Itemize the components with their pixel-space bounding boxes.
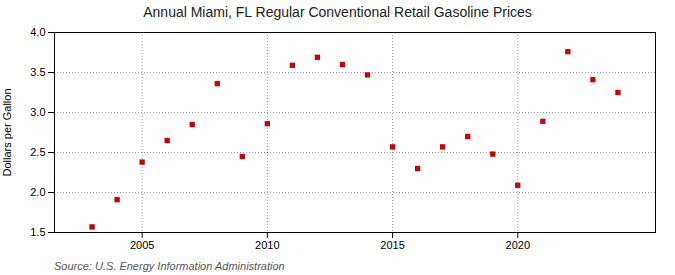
svg-text:2.5: 2.5 — [30, 146, 45, 158]
svg-text:3.0: 3.0 — [30, 106, 45, 118]
svg-text:2015: 2015 — [380, 239, 404, 251]
svg-text:2005: 2005 — [130, 239, 154, 251]
html-text:Annual Miami, FL Regular Conve: Annual Miami, FL Regular Conventional Re… — [143, 4, 532, 20]
svg-text:2010: 2010 — [255, 239, 279, 251]
svg-text:1.5: 1.5 — [30, 226, 45, 238]
svg-text:2.0: 2.0 — [30, 186, 45, 198]
svg-text:2020: 2020 — [506, 239, 530, 251]
svg-text:4.0: 4.0 — [30, 26, 45, 38]
html-text:Source: U.S. Energy Informatio: Source: U.S. Energy Information Administ… — [54, 260, 285, 272]
svg-text:3.5: 3.5 — [30, 66, 45, 78]
svg-text:Dollars per Gallon: Dollars per Gallon — [1, 88, 13, 176]
